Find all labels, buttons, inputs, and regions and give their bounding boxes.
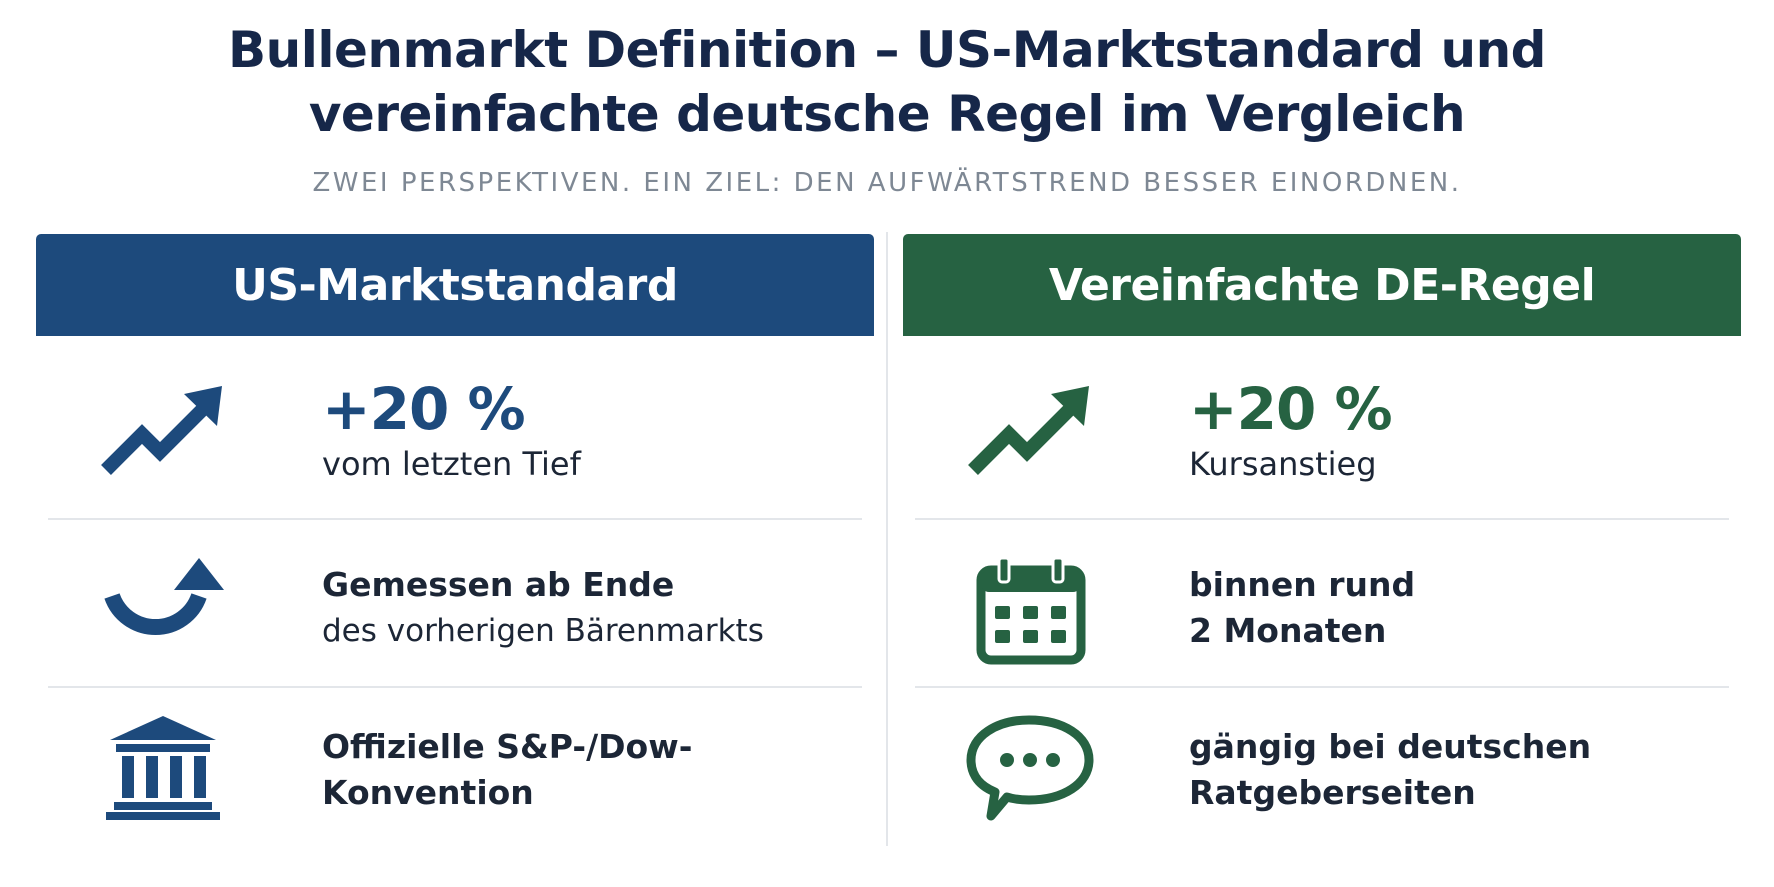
bank-building-icon <box>98 712 228 822</box>
column-divider <box>886 232 888 846</box>
de-panel-header: Vereinfachte DE-Regel <box>903 234 1741 336</box>
trend-up-arrow-icon <box>98 376 228 486</box>
row-separator <box>915 686 1729 688</box>
us-panel: US-Marktstandard +20 % vom letzten Tief … <box>36 234 874 846</box>
de-timeframe-line-1: binnen rund <box>1189 565 1416 604</box>
us-convention-line-1: Offizielle S&P-/Dow- <box>322 727 693 766</box>
row-separator <box>48 686 862 688</box>
page-title: Bullenmarkt Definition – US-Marktstandar… <box>0 18 1774 146</box>
us-threshold-value: +20 % <box>322 375 526 443</box>
us-measurement-line-2: des vorherigen Bärenmarkts <box>322 613 764 649</box>
us-convention-line-2: Konvention <box>322 773 534 812</box>
de-usage-line-1: gängig bei deutschen <box>1189 727 1592 766</box>
us-threshold-label: vom letzten Tief <box>322 445 581 483</box>
speech-bubble-icon <box>965 712 1095 822</box>
row-separator <box>915 518 1729 520</box>
us-row-threshold: +20 % vom letzten Tief <box>36 336 874 520</box>
rebound-arrow-icon <box>98 556 228 666</box>
de-threshold-label: Kursanstieg <box>1189 445 1377 483</box>
us-row-convention: Offizielle S&P-/Dow- Konvention <box>36 688 874 846</box>
de-panel: Vereinfachte DE-Regel +20 % Kursanstieg <box>903 234 1741 846</box>
page-subtitle: ZWEI PERSPEKTIVEN. EIN ZIEL: DEN AUFWÄRT… <box>312 168 1462 198</box>
us-measurement-line-1: Gemessen ab Ende <box>322 565 675 604</box>
row-separator <box>48 518 862 520</box>
title-line-2: vereinfachte deutsche Regel im Vergleich <box>308 85 1466 143</box>
us-panel-header: US-Marktstandard <box>36 234 874 336</box>
de-usage-line-2: Ratgeberseiten <box>1189 773 1476 812</box>
de-threshold-value: +20 % <box>1189 375 1393 443</box>
trend-up-arrow-icon <box>965 376 1095 486</box>
de-row-threshold: +20 % Kursanstieg <box>903 336 1741 520</box>
calendar-icon <box>965 556 1095 666</box>
title-line-1: Bullenmarkt Definition – US-Marktstandar… <box>228 21 1546 79</box>
de-row-usage: gängig bei deutschen Ratgeberseiten <box>903 688 1741 846</box>
de-timeframe-line-2: 2 Monaten <box>1189 611 1387 650</box>
us-row-measurement: Gemessen ab Ende des vorherigen Bärenmar… <box>36 520 874 688</box>
de-row-timeframe: binnen rund 2 Monaten <box>903 520 1741 688</box>
